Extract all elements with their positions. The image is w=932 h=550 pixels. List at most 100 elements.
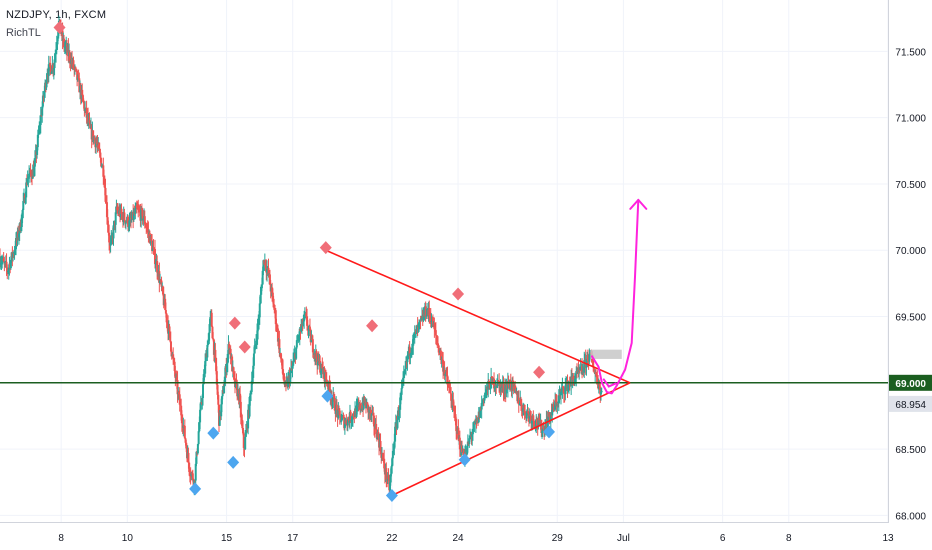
candle-body [228,344,231,350]
candle-body [231,356,234,372]
time-tick-label: 17 [287,533,299,544]
candle-body [124,221,127,224]
candle-body [81,95,84,101]
candle-body [300,326,303,332]
candle-body [420,318,423,321]
candle-body [226,363,229,373]
indicator-label[interactable]: RichTL [6,27,41,39]
candle-body [370,413,373,416]
candle-body [26,178,29,185]
candle-body [319,371,322,373]
candle-body [258,303,261,318]
candle-body [431,317,434,328]
swing-low-marker [543,425,556,439]
candle-body [309,329,312,343]
swing-high-marker [238,340,251,354]
candle-body [567,384,570,392]
candle-body [461,445,464,452]
chart-overlay [0,21,888,502]
candle-body [572,375,575,380]
candle-body [340,417,343,421]
candle-body [100,157,103,167]
candle-body [484,393,487,395]
candle-body [233,374,236,379]
candle-body [172,358,175,362]
candle-body [552,404,555,407]
candle-body [144,224,147,227]
candle-body [319,360,322,373]
candle-body [273,307,276,310]
candle-body [579,366,582,371]
candle-body [448,387,451,389]
candle-body [326,383,329,386]
candle-body [422,314,425,321]
candle-body [216,384,219,395]
candle-body [335,404,338,410]
candle-body [339,415,342,422]
candle-body [396,419,399,429]
candle-body [347,418,350,420]
candle-body [564,385,567,395]
candle-body [229,348,232,359]
candle-body [239,393,242,402]
candle-body [533,420,536,426]
candle-body [325,379,328,384]
candle-body [142,218,145,221]
candle-body [501,386,504,388]
candle-body [575,371,578,379]
candle-body [76,70,79,80]
price-axis[interactable]: 68.000 68.500 69.500 70.000 70.500 71.000 71.5… [888,0,932,550]
candle-body [574,378,577,380]
candle-body [560,389,563,392]
swing-high-marker [319,241,332,255]
candle-body [136,207,139,209]
candle-body [147,229,150,234]
candle-body [159,280,162,283]
candle-body [443,369,446,376]
candle-body [251,377,254,381]
candle-body [36,134,39,148]
candle-body [250,380,253,392]
candle-body [406,355,409,363]
candle-body [267,267,270,276]
candle-body [127,216,130,227]
candle-body [551,404,554,411]
symbol-title[interactable]: NZDJPY, 1h, FXCM [6,9,107,21]
candle-body [425,315,428,317]
candle-body [292,360,295,366]
candle-body [399,394,402,398]
candle-body [13,250,16,255]
candle-body [488,383,491,390]
candle-body [260,288,263,295]
candle-body [17,233,20,238]
candle-body [302,321,305,326]
candle-body [385,468,388,480]
candle-body [375,423,378,435]
up-arrowhead [629,198,648,210]
time-axis[interactable]: 8 10 15 17 22 24 29 Jul 6 8 13 [0,522,932,550]
last-price-tag [889,395,932,412]
candle-body [181,423,184,428]
candle-body [28,173,31,177]
candle-body [557,403,560,405]
candle-body [559,391,562,396]
candle-body [430,320,433,322]
candle-body [259,294,262,304]
candle-body [7,270,10,272]
candle-body [226,353,229,364]
candle-body [185,442,188,449]
price-tick-label: 69.500 [895,313,926,324]
candle-body [134,208,137,214]
candle-body [530,416,533,424]
candle-body [532,415,535,421]
candle-body [279,352,282,359]
candle-body [77,76,80,79]
candle-body [169,341,172,352]
candle-body [266,269,269,273]
candle-body [418,319,421,323]
candle-body [551,410,554,416]
candle-body [153,247,156,250]
candle-body [481,401,484,404]
candle-body [271,287,274,293]
